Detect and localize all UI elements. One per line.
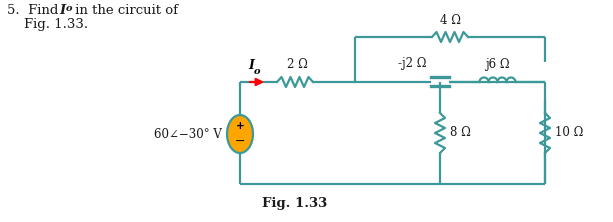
Text: o: o	[254, 67, 261, 76]
Text: in the circuit of: in the circuit of	[71, 4, 178, 17]
Text: 10 Ω: 10 Ω	[555, 127, 584, 139]
Text: 4 Ω: 4 Ω	[440, 14, 460, 27]
Text: I: I	[248, 59, 254, 72]
Text: Fig. 1.33: Fig. 1.33	[262, 197, 327, 210]
Text: 60∠−30° V: 60∠−30° V	[154, 127, 222, 141]
Text: 2 Ω: 2 Ω	[286, 58, 308, 71]
Ellipse shape	[227, 115, 253, 153]
Text: −: −	[235, 135, 245, 147]
Text: j6 Ω: j6 Ω	[485, 58, 510, 71]
Text: +: +	[235, 121, 245, 131]
Text: 8 Ω: 8 Ω	[450, 127, 471, 139]
Text: o: o	[66, 4, 72, 13]
Text: I: I	[59, 4, 65, 17]
Text: 5.  Find: 5. Find	[7, 4, 63, 17]
Text: -j2 Ω: -j2 Ω	[398, 57, 426, 70]
Text: Fig. 1.33.: Fig. 1.33.	[24, 18, 88, 31]
